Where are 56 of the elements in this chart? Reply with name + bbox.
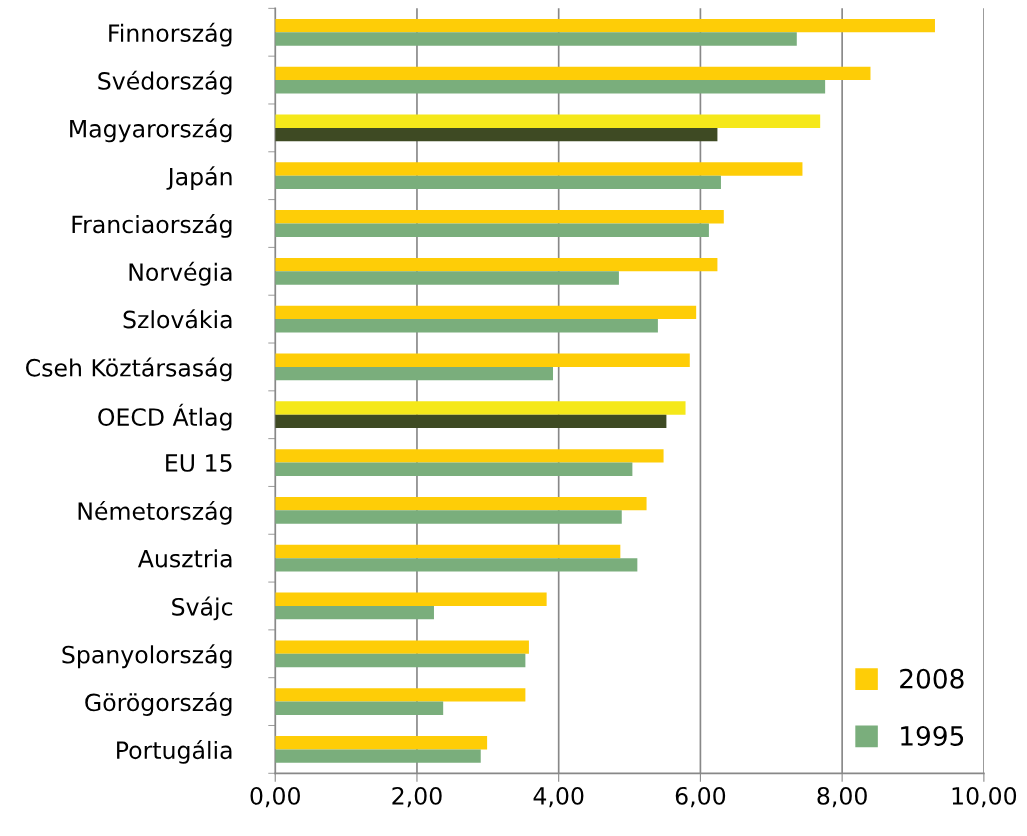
bar (275, 701, 444, 715)
bar (275, 544, 621, 559)
bar (275, 449, 664, 463)
y-tick-label: Portugália (117, 739, 232, 764)
legend-label: 1995 (901, 725, 964, 746)
bar (275, 18, 935, 33)
bar (275, 592, 547, 606)
x-tick-label: 2,00 (392, 786, 442, 808)
bar (275, 305, 697, 320)
bar (275, 640, 529, 654)
bar (275, 80, 826, 94)
y-tick-label: Finnország (109, 22, 232, 47)
y-tick-label: Görögország (85, 692, 232, 716)
bar (275, 653, 526, 668)
bar (275, 605, 434, 620)
y-tick-label: Spanyolország (62, 644, 232, 669)
y-tick-label: Franciaország (72, 214, 232, 238)
y-tick-label: Szlovákia (123, 309, 232, 329)
bar (275, 210, 724, 224)
x-tick-label: 10,00 (952, 786, 1017, 808)
bar (275, 462, 633, 476)
legend-label: 2008 (900, 668, 964, 689)
bar (275, 175, 721, 190)
bar (275, 736, 488, 750)
bar (275, 558, 638, 572)
bar (275, 271, 619, 285)
x-tick-label: 6,00 (675, 786, 726, 808)
bar (275, 688, 526, 702)
bar (275, 510, 622, 524)
x-tick-label: 0,00 (250, 786, 300, 808)
y-tick-label: Ausztria (137, 549, 232, 568)
y-tick-label: OECD Átlag (98, 403, 232, 431)
bar (275, 414, 667, 429)
y-tick-label: Japán (166, 166, 232, 191)
y-tick-label: Svájc (172, 596, 233, 621)
bar (275, 223, 709, 237)
bar (275, 257, 718, 272)
y-tick-label: Németország (78, 500, 232, 525)
y-tick-label: EU 15 (166, 454, 232, 472)
bar (275, 32, 797, 46)
y-tick-label: Magyarország (70, 118, 232, 143)
x-tick-label: 4,00 (533, 786, 584, 808)
bar (275, 162, 803, 176)
y-tick-label: Cseh Köztársaság (26, 357, 232, 382)
bar (275, 66, 871, 81)
bar (275, 353, 690, 367)
bar (275, 496, 647, 511)
bar (275, 366, 554, 381)
bar (275, 749, 481, 763)
bar (275, 401, 686, 415)
y-tick-label: Norvégia (129, 261, 232, 286)
bar (275, 319, 658, 333)
y-tick-label: Svédország (98, 70, 232, 95)
bar (275, 127, 718, 142)
bar (275, 114, 821, 128)
x-tick-label: 8,00 (817, 786, 867, 808)
